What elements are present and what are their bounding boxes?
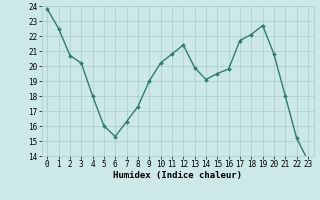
X-axis label: Humidex (Indice chaleur): Humidex (Indice chaleur) xyxy=(113,171,242,180)
